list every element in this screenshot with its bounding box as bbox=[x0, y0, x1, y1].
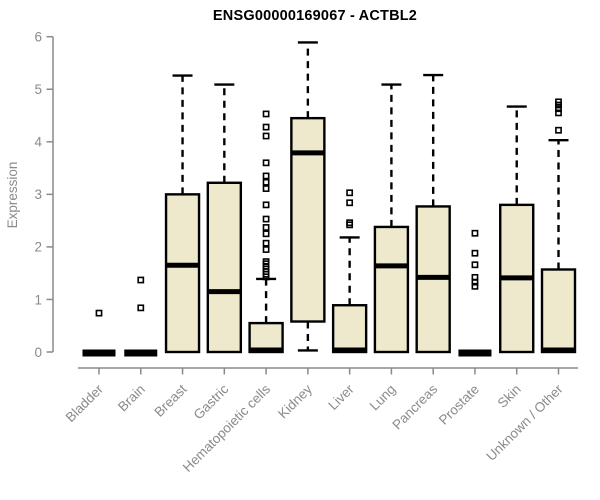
outlier-point bbox=[262, 172, 270, 180]
x-tick-label: Liver bbox=[325, 381, 357, 413]
box bbox=[290, 116, 326, 323]
outlier-point bbox=[95, 309, 103, 317]
box bbox=[540, 268, 577, 354]
box bbox=[206, 181, 243, 354]
y-tick-label: 5 bbox=[34, 82, 42, 97]
x-tick-label: Brain bbox=[115, 382, 148, 415]
outlier-point bbox=[471, 261, 479, 269]
outlier-point bbox=[262, 239, 270, 247]
outlier-point bbox=[262, 224, 270, 231]
x-tick-label: Gastric bbox=[191, 381, 232, 422]
outlier-point bbox=[555, 126, 562, 134]
outlier-point bbox=[262, 273, 270, 281]
collapsed-box bbox=[82, 349, 116, 357]
outlier-point bbox=[262, 178, 270, 186]
x-tick-label: Pancreas bbox=[389, 381, 440, 432]
outlier-point bbox=[137, 276, 145, 284]
y-tick-label: 4 bbox=[34, 135, 42, 150]
outlier-point bbox=[471, 278, 479, 286]
x-tick-label: Breast bbox=[151, 381, 189, 419]
collapsed-box bbox=[124, 349, 158, 357]
y-tick-label: 1 bbox=[34, 292, 42, 307]
outlier-point bbox=[471, 229, 479, 237]
y-tick-label: 2 bbox=[34, 240, 42, 255]
outlier-point bbox=[471, 282, 479, 290]
outlier-point bbox=[555, 105, 562, 113]
outlier-point bbox=[262, 159, 270, 167]
outlier-point bbox=[262, 201, 270, 209]
outlier-point bbox=[262, 110, 270, 118]
outlier-point bbox=[262, 246, 270, 253]
x-tick-label: Unknown / Other bbox=[483, 381, 566, 464]
outlier-point bbox=[137, 304, 145, 312]
y-tick-label: 0 bbox=[34, 345, 42, 360]
chart-title: ENSG00000169067 - ACTBL2 bbox=[212, 8, 418, 24]
box bbox=[248, 321, 284, 354]
y-tick-label: 6 bbox=[34, 30, 42, 45]
outlier-point bbox=[262, 230, 270, 238]
collapsed-box bbox=[458, 349, 492, 357]
outlier-point bbox=[346, 189, 354, 197]
x-tick-label: Prostate bbox=[436, 382, 482, 428]
x-tick-label: Lung bbox=[367, 382, 399, 414]
box bbox=[331, 304, 368, 354]
box bbox=[164, 193, 201, 354]
outlier-point bbox=[262, 123, 270, 131]
outlier-point bbox=[262, 185, 270, 192]
x-tick-label: Bladder bbox=[63, 381, 107, 425]
x-tick-label: Kidney bbox=[275, 381, 315, 421]
outlier-point bbox=[555, 101, 562, 109]
outlier-point bbox=[346, 199, 354, 207]
outlier-point bbox=[262, 215, 270, 223]
x-tick-label: Skin bbox=[495, 382, 524, 411]
box bbox=[373, 225, 410, 354]
outlier-point bbox=[346, 221, 354, 229]
outlier-point bbox=[262, 132, 270, 140]
outlier-point bbox=[471, 249, 479, 257]
outlier-point bbox=[555, 109, 562, 117]
y-tick-label: 3 bbox=[34, 187, 42, 202]
